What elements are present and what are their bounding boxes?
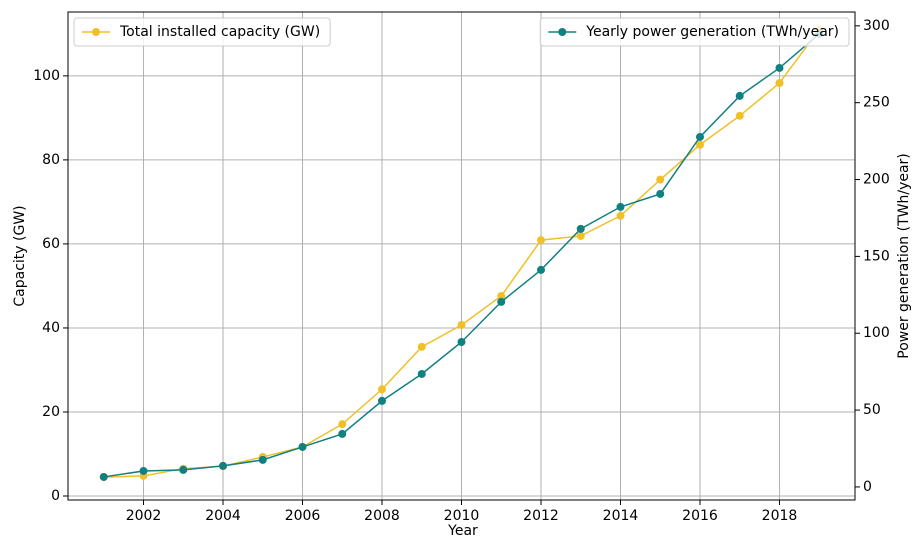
data-point: [695, 132, 704, 141]
data-point: [497, 292, 506, 301]
legend-marker: [92, 28, 100, 36]
data-point: [457, 321, 466, 330]
data-point: [338, 429, 347, 438]
data-point: [417, 342, 426, 351]
data-point: [576, 231, 585, 240]
x-tick-label: 2010: [444, 508, 480, 524]
x-axis-label: Year: [447, 523, 478, 538]
data-point: [775, 79, 784, 88]
data-point: [179, 465, 188, 474]
x-tick-label: 2016: [682, 508, 718, 524]
y-tick-label: 0: [51, 488, 60, 504]
y2-tick-label: 0: [863, 479, 872, 495]
y2-tick-label: 200: [863, 172, 890, 188]
y-tick-label: 40: [42, 320, 60, 336]
y-tick-label: 80: [42, 152, 60, 168]
data-point: [298, 442, 307, 451]
data-point: [457, 337, 466, 346]
x-tick-label: 2008: [364, 508, 400, 524]
data-point: [616, 211, 625, 220]
data-point: [536, 265, 545, 274]
x-tick-label: 2004: [205, 508, 241, 524]
data-point: [417, 369, 426, 378]
data-point: [378, 385, 387, 394]
data-point: [219, 461, 228, 470]
legend-label: Yearly power generation (TWh/year): [585, 24, 839, 40]
legend-marker: [558, 28, 567, 36]
data-point: [497, 297, 506, 306]
data-point: [338, 420, 347, 429]
x-tick-label: 2012: [523, 508, 559, 524]
y-axis-label: Capacity (GW): [12, 205, 28, 306]
y2-tick-label: 150: [863, 248, 890, 264]
legend-box: [539, 17, 850, 47]
plot-frame: [67, 11, 856, 501]
y-tick-label: 60: [42, 236, 60, 252]
data-point: [378, 396, 387, 405]
data-point: [139, 466, 148, 475]
y2-tick-label: 300: [863, 18, 890, 34]
y-tick-label: 100: [33, 68, 60, 84]
x-tick-label: 2002: [126, 508, 162, 524]
data-point: [616, 202, 625, 211]
legend-box: [73, 17, 331, 47]
y2-tick-label: 100: [863, 325, 890, 341]
data-point: [536, 236, 545, 245]
y-tick-label: 20: [42, 404, 60, 420]
data-point: [99, 472, 108, 481]
data-point: [656, 175, 665, 184]
x-tick-label: 2006: [285, 508, 321, 524]
x-tick-label: 2018: [762, 508, 798, 524]
y2-tick-label: 250: [863, 95, 890, 111]
legend-label: Total installed capacity (GW): [119, 24, 320, 40]
x-tick-label: 2014: [603, 508, 639, 524]
data-point: [656, 189, 665, 198]
data-point: [576, 224, 585, 233]
data-point: [735, 111, 744, 120]
data-point: [735, 91, 744, 100]
y2-axis-label: Power generation (TWh/year): [896, 153, 912, 359]
data-point: [258, 455, 267, 464]
y2-tick-label: 50: [863, 402, 881, 418]
data-point: [695, 140, 704, 149]
data-point: [775, 63, 784, 72]
